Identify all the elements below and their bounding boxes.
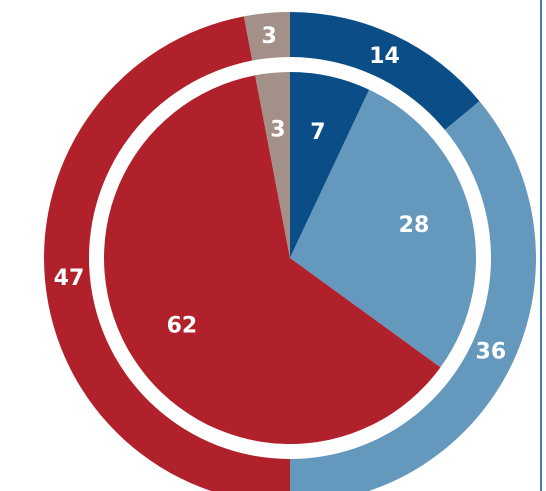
slice-label: 14 — [369, 44, 400, 69]
inner-slice — [290, 72, 370, 258]
slice-label: 36 — [476, 340, 507, 365]
slice-label: 7 — [310, 120, 325, 145]
outer-slice — [290, 12, 480, 130]
slice-label: 3 — [270, 118, 285, 143]
outer-slice — [290, 101, 536, 491]
inner-slice — [255, 72, 290, 258]
slice-label: 28 — [399, 213, 430, 238]
outer-slice — [243, 12, 290, 61]
inner-slice — [290, 89, 476, 368]
slice-label: 62 — [167, 314, 198, 339]
outer-slice — [44, 16, 290, 491]
inner-slice — [104, 75, 441, 445]
slice-label: 47 — [54, 266, 85, 291]
slice-label: 3 — [261, 24, 276, 49]
